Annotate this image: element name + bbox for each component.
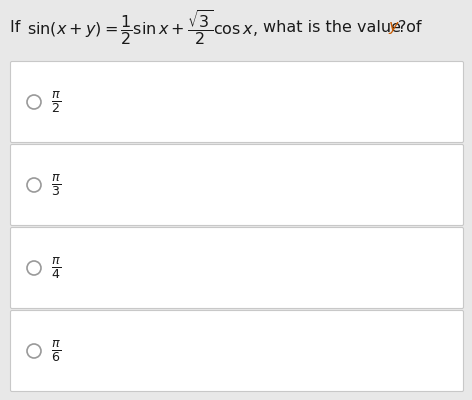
Text: $\mathit{y}$: $\mathit{y}$ [388,20,400,36]
Circle shape [27,178,41,192]
Text: $\frac{\pi}{4}$: $\frac{\pi}{4}$ [51,255,61,281]
FancyBboxPatch shape [10,144,464,226]
Text: $\frac{\pi}{6}$: $\frac{\pi}{6}$ [51,338,61,364]
Text: what is the value of: what is the value of [263,20,427,36]
Circle shape [27,261,41,275]
Circle shape [27,344,41,358]
Text: $\frac{\pi}{2}$: $\frac{\pi}{2}$ [51,89,61,115]
FancyBboxPatch shape [10,310,464,392]
Text: $\frac{\pi}{3}$: $\frac{\pi}{3}$ [51,172,61,198]
Circle shape [27,95,41,109]
FancyBboxPatch shape [10,228,464,308]
Text: $\sin(x+y)=\dfrac{1}{2}\sin x+\dfrac{\sqrt{3}}{2}\cos x,$: $\sin(x+y)=\dfrac{1}{2}\sin x+\dfrac{\sq… [27,8,258,48]
Text: If: If [10,20,25,36]
FancyBboxPatch shape [10,62,464,142]
Text: ?: ? [398,20,406,36]
